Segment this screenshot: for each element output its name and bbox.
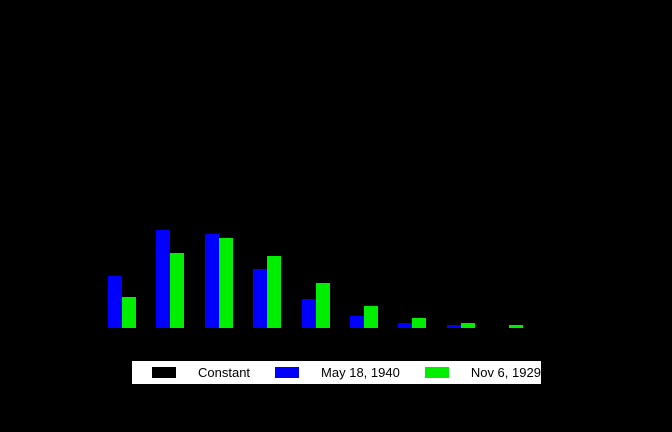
- bar-may-18-1940-group-3: [204, 234, 219, 328]
- legend-swatch-constant: [152, 367, 176, 378]
- legend-label-nov-6-1929: Nov 6, 1929: [470, 365, 541, 380]
- bar-nov-6-1929-group-5: [315, 283, 330, 328]
- bar-may-18-1940-group-2: [156, 230, 171, 328]
- bar-may-18-1940-group-8: [446, 325, 461, 328]
- bar-may-18-1940-group-5: [301, 299, 316, 328]
- bar-nov-6-1929-group-6: [364, 306, 378, 328]
- legend-swatch-may-18-1940: [275, 367, 300, 378]
- bar-nov-6-1929-group-7: [412, 318, 427, 328]
- legend-entry-may-18-1940: May 18, 1940: [275, 366, 400, 379]
- legend-entry-nov-6-1929: Nov 6, 1929: [424, 365, 541, 380]
- legend-label-constant: Constant: [198, 365, 251, 380]
- bar-nov-6-1929-group-1: [122, 297, 136, 328]
- bar-nov-6-1929-group-2: [170, 253, 185, 328]
- legend: Constant May 18, 1940 Nov 6, 1929: [132, 361, 541, 384]
- bar-may-18-1940-group-7: [398, 323, 413, 328]
- bar-may-18-1940-group-4: [253, 269, 268, 328]
- bar-nov-6-1929-group-4: [267, 256, 282, 328]
- bar-may-18-1940-group-1: [108, 276, 122, 328]
- bar-nov-6-1929-group-9: [509, 325, 524, 328]
- bar-nov-6-1929-group-8: [460, 323, 475, 328]
- legend-entry-constant: Constant: [152, 366, 250, 379]
- legend-label-may-18-1940: May 18, 1940: [321, 365, 400, 380]
- bar-may-18-1940-group-6: [350, 316, 364, 328]
- legend-swatch-nov-6-1929: [424, 367, 449, 378]
- bar-nov-6-1929-group-3: [218, 238, 233, 328]
